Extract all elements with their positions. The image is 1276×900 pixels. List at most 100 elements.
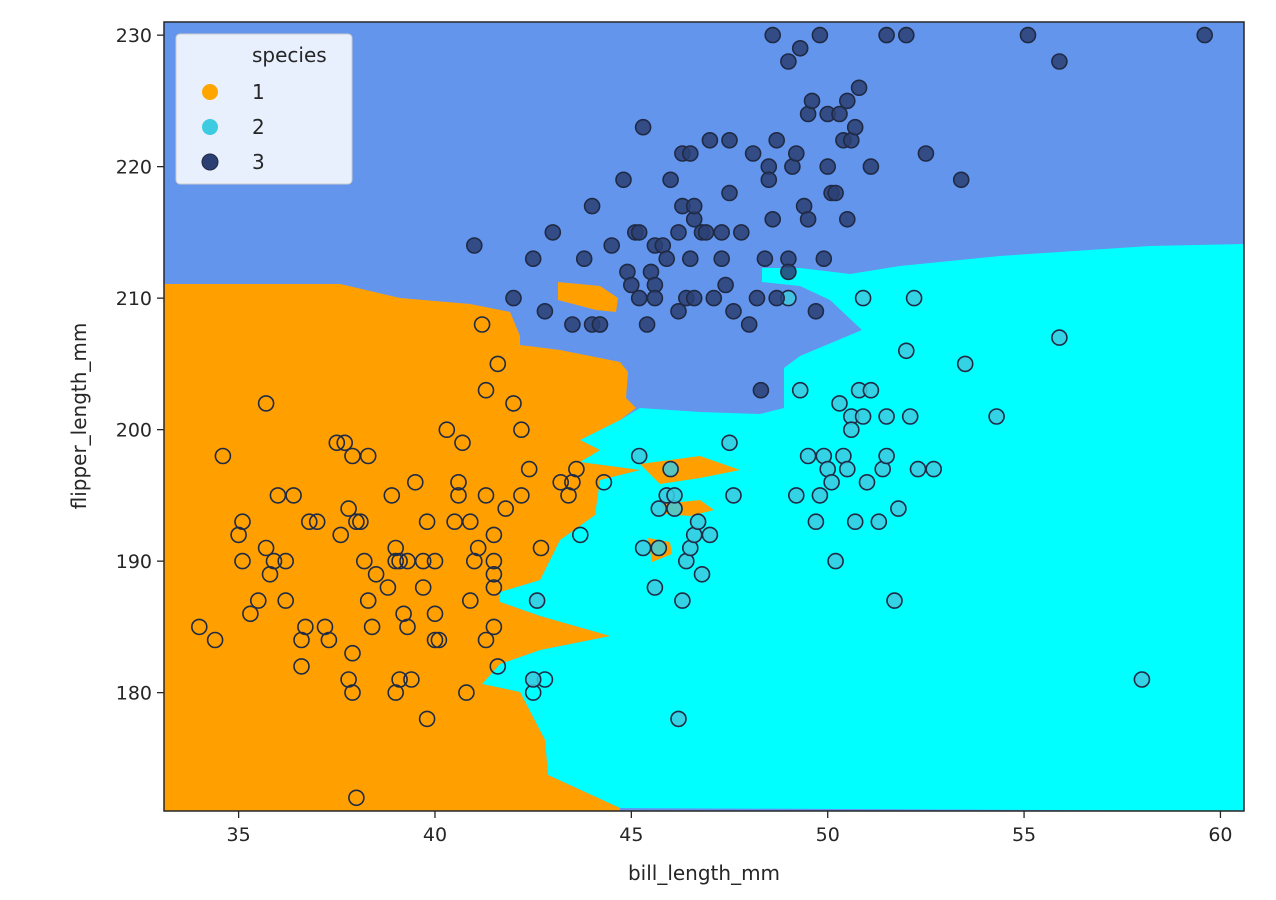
point-species-3 bbox=[524, 250, 542, 268]
point-species-1 bbox=[230, 526, 247, 544]
point-species-2 bbox=[725, 487, 742, 504]
point-species-3 bbox=[917, 145, 935, 162]
point-species-1 bbox=[489, 658, 507, 675]
point-species-2 bbox=[650, 500, 668, 517]
point-species-2 bbox=[1133, 671, 1151, 688]
point-species-1 bbox=[485, 618, 503, 636]
point-species-1 bbox=[485, 579, 503, 596]
point-species-3 bbox=[721, 184, 738, 202]
point-species-1 bbox=[485, 526, 503, 544]
point-species-3 bbox=[630, 224, 648, 241]
point-species-2 bbox=[838, 460, 856, 478]
point-species-1 bbox=[513, 487, 530, 504]
point-species-3 bbox=[862, 158, 880, 175]
point-species-3 bbox=[819, 158, 837, 175]
point-species-3 bbox=[748, 289, 766, 307]
x-tick-label: 55 bbox=[1012, 824, 1036, 846]
legend-label-species-3: 3 bbox=[252, 150, 265, 174]
point-species-2 bbox=[634, 539, 652, 557]
point-species-1 bbox=[332, 526, 350, 544]
point-species-3 bbox=[622, 276, 640, 294]
point-species-1 bbox=[426, 631, 444, 649]
point-species-1 bbox=[414, 552, 432, 570]
point-species-1 bbox=[414, 579, 432, 596]
point-species-2 bbox=[831, 395, 848, 412]
point-species-2 bbox=[905, 289, 923, 307]
point-species-3 bbox=[583, 197, 601, 215]
point-species-3 bbox=[634, 118, 652, 136]
legend-title: species bbox=[252, 43, 327, 67]
point-species-1 bbox=[249, 592, 267, 609]
point-species-1 bbox=[308, 513, 326, 531]
point-species-3 bbox=[658, 250, 676, 268]
y-axis-label: flipper_length_mm bbox=[67, 323, 91, 510]
point-species-3 bbox=[764, 211, 782, 228]
point-species-1 bbox=[344, 644, 361, 662]
point-species-1 bbox=[426, 552, 444, 570]
point-species-1 bbox=[340, 500, 357, 517]
y-tick-label: 200 bbox=[116, 420, 152, 442]
point-species-3 bbox=[713, 224, 731, 241]
x-axis-label: bill_length_mm bbox=[628, 861, 780, 885]
point-species-3 bbox=[701, 132, 719, 149]
point-species-1 bbox=[450, 473, 467, 491]
point-species-1 bbox=[418, 513, 436, 531]
point-species-3 bbox=[685, 197, 703, 215]
point-species-1 bbox=[477, 381, 495, 399]
point-species-1 bbox=[505, 395, 522, 412]
point-species-1 bbox=[571, 526, 589, 544]
point-species-2 bbox=[878, 408, 895, 425]
point-species-2 bbox=[666, 487, 683, 504]
point-species-3 bbox=[952, 171, 970, 189]
point-species-3 bbox=[536, 302, 554, 320]
point-species-3 bbox=[662, 171, 679, 189]
point-species-3 bbox=[846, 118, 864, 136]
y-tick-label: 210 bbox=[116, 288, 152, 310]
point-species-1 bbox=[469, 539, 487, 557]
point-species-1 bbox=[568, 460, 585, 478]
point-species-1 bbox=[242, 605, 259, 623]
point-species-3 bbox=[838, 92, 856, 110]
point-species-1 bbox=[391, 552, 408, 570]
point-species-3 bbox=[646, 289, 664, 307]
point-species-3 bbox=[630, 289, 648, 307]
point-species-3 bbox=[744, 145, 762, 162]
x-tick-label: 50 bbox=[816, 824, 840, 846]
y-axis-ticks: 180 190 200 210 220 230 bbox=[116, 25, 164, 705]
point-species-3 bbox=[697, 224, 715, 241]
point-species-3 bbox=[811, 26, 829, 44]
point-species-1 bbox=[477, 487, 495, 504]
point-species-3 bbox=[564, 316, 581, 333]
y-tick-label: 230 bbox=[116, 25, 152, 47]
point-species-1 bbox=[297, 618, 314, 636]
point-species-1 bbox=[363, 618, 381, 636]
point-species-2 bbox=[662, 460, 679, 478]
point-species-3 bbox=[725, 302, 742, 320]
point-species-1 bbox=[485, 552, 503, 570]
point-species-3 bbox=[713, 250, 731, 268]
point-species-1 bbox=[359, 447, 377, 465]
point-species-1 bbox=[387, 552, 405, 570]
plot-frame bbox=[163, 21, 1245, 812]
point-species-1 bbox=[348, 513, 365, 531]
point-species-3 bbox=[575, 250, 593, 268]
point-species-1 bbox=[391, 671, 408, 688]
point-species-3 bbox=[1019, 26, 1037, 44]
point-species-2 bbox=[693, 565, 711, 583]
x-tick-label: 45 bbox=[619, 824, 643, 846]
point-species-1 bbox=[513, 421, 530, 439]
point-species-3 bbox=[681, 145, 699, 162]
point-species-1 bbox=[477, 631, 495, 649]
point-species-2 bbox=[854, 289, 872, 307]
legend-box bbox=[175, 33, 353, 185]
point-species-1 bbox=[277, 552, 295, 570]
point-species-2 bbox=[674, 592, 691, 609]
point-species-3 bbox=[764, 26, 782, 44]
point-species-1 bbox=[344, 684, 361, 701]
point-species-2 bbox=[524, 671, 542, 688]
point-species-2 bbox=[787, 487, 805, 504]
region-class-1 bbox=[164, 284, 640, 811]
point-species-1 bbox=[359, 592, 377, 609]
point-species-1 bbox=[595, 473, 613, 491]
